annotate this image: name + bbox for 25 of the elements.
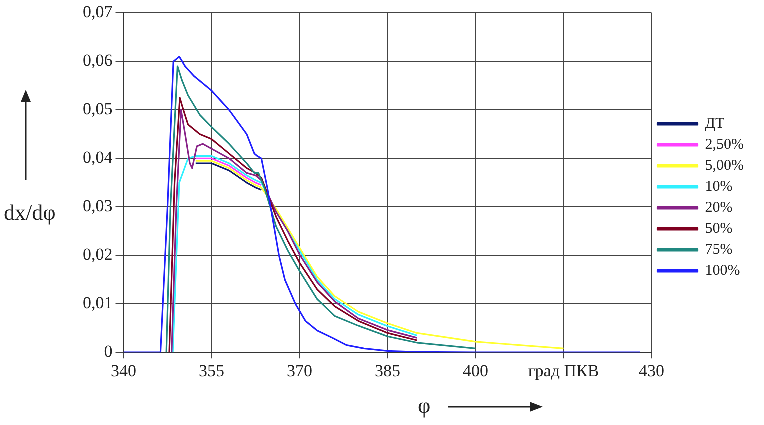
x-tick-label: 385 bbox=[375, 361, 400, 380]
legend-label: 20% bbox=[705, 200, 733, 216]
y-tick-label: 0,03 bbox=[83, 196, 113, 216]
y-tick-label: 0,07 bbox=[83, 2, 114, 22]
y-axis-title: dx/dφ bbox=[4, 200, 56, 226]
x-axis-title: φ bbox=[418, 393, 431, 419]
y-tick-label: 0 bbox=[104, 342, 113, 362]
x-tick-label: 400 bbox=[463, 361, 489, 380]
y-tick-label: 0,05 bbox=[83, 100, 113, 119]
legend-label: 5,00% bbox=[705, 158, 744, 174]
x-tick-label: 430 bbox=[639, 361, 665, 380]
legend-label: 75% bbox=[705, 242, 733, 258]
x-tick-label: 340 bbox=[111, 361, 136, 380]
x-tick-label: 370 bbox=[287, 361, 312, 380]
legend-label: ДТ bbox=[705, 116, 725, 132]
legend-label: 100% bbox=[705, 262, 740, 279]
x-tick-label: град ПКВ bbox=[528, 361, 600, 380]
legend-label: 10% bbox=[705, 178, 733, 195]
x-tick-label: 355 bbox=[199, 361, 224, 380]
y-tick-label: 0,06 bbox=[83, 51, 113, 70]
y-tick-label: 0,02 bbox=[83, 245, 113, 264]
y-tick-label: 0,01 bbox=[83, 294, 113, 313]
legend-label: 50% bbox=[705, 220, 733, 237]
y-tick-label: 0,04 bbox=[83, 148, 114, 168]
legend-label: 2,50% bbox=[705, 136, 744, 153]
